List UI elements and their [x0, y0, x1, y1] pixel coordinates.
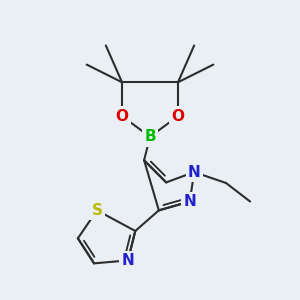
Text: O: O [172, 109, 184, 124]
Text: B: B [144, 129, 156, 144]
Text: S: S [92, 203, 103, 218]
Text: O: O [116, 109, 128, 124]
Text: N: N [188, 165, 200, 180]
Text: N: N [183, 194, 196, 209]
Text: N: N [122, 253, 134, 268]
